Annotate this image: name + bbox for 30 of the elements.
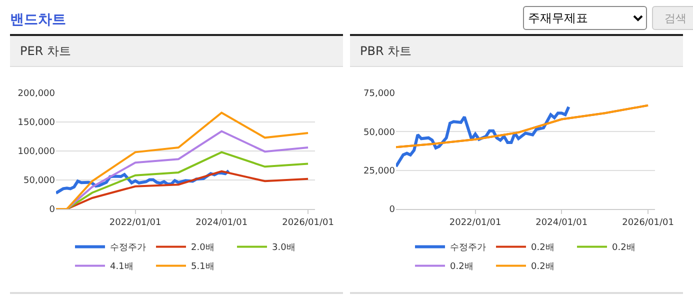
legend-label: 0.2배 <box>531 243 554 254</box>
x-tick-label: 2024/01/01 <box>536 218 588 228</box>
legend-label: 0.2배 <box>450 262 474 272</box>
y-tick-label: 75,000 <box>364 89 396 100</box>
y-tick-label: 200,000 <box>18 89 56 100</box>
chart-title: PER 차트 <box>10 34 343 67</box>
legend-label: 0.2배 <box>612 243 636 254</box>
legend-label: 0.2배 <box>531 262 554 272</box>
chart-title: PBR 차트 <box>350 34 683 67</box>
legend-label: 수정주가 <box>110 243 146 254</box>
y-tick-label: 100,000 <box>18 147 56 158</box>
legend-label: 5.1배 <box>191 262 214 272</box>
y-tick-label: 50,000 <box>364 128 396 138</box>
text: 주재무제표 <box>523 6 647 30</box>
legend-label: 수정주가 <box>450 243 486 254</box>
x-tick-label: 2022/01/01 <box>109 218 162 228</box>
y-tick-label: 50,000 <box>24 176 56 186</box>
x-tick-label: 2026/01/01 <box>622 218 674 228</box>
text: 밴드차트 <box>10 11 66 29</box>
y-tick-label: 25,000 <box>364 166 396 176</box>
y-tick-label: 0 <box>389 205 396 216</box>
legend-label: 4.1배 <box>110 262 134 272</box>
legend-label: 2.0배 <box>191 243 214 254</box>
y-tick-label: 0 <box>49 205 56 216</box>
y-tick-label: 150,000 <box>18 118 56 128</box>
x-tick-label: 2024/01/01 <box>196 218 248 228</box>
text: 검색 <box>652 6 693 30</box>
x-tick-label: 2022/01/01 <box>449 218 502 228</box>
x-tick-label: 2026/01/01 <box>282 218 334 228</box>
legend-label: 3.0배 <box>272 243 296 254</box>
